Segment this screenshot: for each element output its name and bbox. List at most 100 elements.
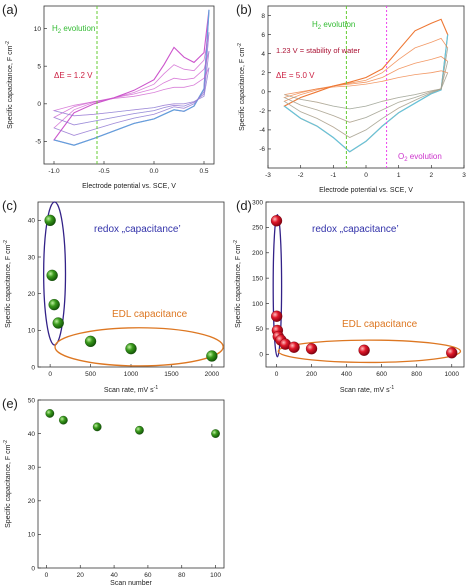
panel-d-points	[270, 215, 458, 359]
panel-a-tag: (a)	[2, 2, 18, 17]
panel-a: (a) -1.0 -0.5 0.0 0.5 -5 0 5 10 H2 evolution ΔE…	[2, 2, 215, 190]
panel-c-redox-note: redox „capacitance’	[94, 224, 181, 235]
y-tick-label: 40	[28, 431, 36, 438]
x-tick-label: 2	[430, 172, 434, 179]
cv-reverse-sweep	[284, 47, 449, 138]
panel-c-points	[44, 214, 218, 362]
x-tick-label: 600	[376, 371, 387, 378]
x-tick-label: 3	[462, 172, 466, 179]
data-point	[358, 344, 370, 356]
y-tick-label: 40	[28, 218, 36, 225]
y-tick-label: 0	[31, 364, 35, 371]
y-tick-label: 0	[261, 89, 265, 96]
x-tick-label: 0	[45, 572, 49, 579]
panel-b-ticks: -3 -2 -1 0 1 2 3 -6 -4 -2 0 2 4 6 8	[259, 13, 466, 179]
panel-c-edl-note: EDL capacitance	[112, 309, 188, 320]
panel-d-ylabel: Specific capacitance, F cm-2	[233, 240, 242, 328]
panel-b-tag: (b)	[236, 2, 252, 17]
panel-c-ticks: 0 500 1000 1500 2000 0 10 20 30 40	[28, 218, 220, 378]
data-point	[84, 335, 97, 347]
x-tick-label: 800	[411, 371, 422, 378]
cv-loop	[53, 32, 210, 136]
x-tick-label: 500	[85, 371, 96, 378]
panel-a-xlabel: Electrode potential vs. SCE, V	[82, 183, 176, 190]
panel-d-redox-ellipse	[272, 214, 283, 358]
panel-a-cv-curves	[52, 9, 210, 146]
y-tick-label: 250	[252, 225, 263, 232]
y-tick-label: 10	[28, 328, 36, 335]
x-tick-label: 0	[48, 371, 52, 378]
y-tick-label: -5	[35, 139, 41, 146]
panel-d: (d) 0 200 400 600 800 1000050100150200250300 …	[233, 198, 465, 394]
y-tick-label: 30	[28, 465, 36, 472]
x-tick-label: 0.5	[199, 168, 208, 175]
cv-reverse-sweep	[283, 34, 449, 153]
panel-e-ticks: 0 20 40 60 80 100 0 10 20 30 40 50	[28, 397, 222, 579]
data-point	[52, 317, 64, 329]
data-point	[270, 215, 283, 227]
panel-b-xlabel: Electrode potential vs. SCE, V	[319, 187, 413, 194]
panel-b-o2-note: O2 evolution	[398, 152, 442, 163]
panel-e-points	[45, 409, 220, 438]
cv-reverse-sweep	[53, 67, 210, 117]
x-tick-label: 60	[144, 572, 152, 579]
y-tick-label: 150	[252, 275, 263, 282]
y-tick-label: 0	[31, 565, 35, 572]
x-tick-label: 200	[306, 371, 317, 378]
x-tick-label: 0.0	[149, 168, 158, 175]
x-tick-label: -1.0	[48, 168, 60, 175]
x-tick-label: -1	[330, 172, 336, 179]
x-tick-label: -2	[298, 172, 304, 179]
panel-d-edl-ellipse	[277, 339, 462, 364]
panel-a-ticks: -1.0 -0.5 0.0 0.5 -5 0 5 10	[34, 26, 209, 175]
data-point	[271, 310, 283, 322]
panel-c-ylabel: Specific capacitance, F cm-2	[3, 240, 12, 328]
y-tick-label: 300	[252, 199, 263, 206]
x-tick-label: 1	[397, 172, 401, 179]
panel-a-h2-note: H2 evolution	[52, 24, 95, 35]
panel-b: (b) -3 -2 -1 0 1 2 3 -6 -4 -2 0 2 4 6 8 H2 evolution 1…	[236, 2, 466, 194]
data-point	[46, 269, 58, 281]
x-tick-label: 2000	[205, 371, 220, 378]
panel-e-tag: (e)	[2, 396, 18, 411]
data-point	[135, 425, 144, 435]
panel-b-h2-note: H2 evolution	[312, 20, 355, 31]
panel-a-frame	[43, 5, 215, 165]
panel-b-ylabel: Specific capacitance, F cm-2	[237, 43, 246, 131]
data-point	[211, 429, 220, 438]
panel-c-redox-ellipse	[43, 201, 67, 346]
cv-loop	[283, 56, 449, 123]
data-point	[92, 422, 102, 432]
x-tick-label: 80	[178, 572, 186, 579]
y-tick-label: -6	[259, 146, 265, 153]
panel-d-edl-note: EDL capacitance	[342, 319, 418, 330]
panel-b-cv-curves	[283, 18, 449, 153]
y-tick-label: 20	[28, 498, 36, 505]
cv-reverse-sweep	[53, 9, 210, 146]
x-tick-label: -3	[265, 172, 271, 179]
data-point	[48, 299, 60, 311]
y-tick-label: -2	[259, 108, 265, 115]
data-point	[45, 409, 55, 418]
x-tick-label: 0	[364, 172, 368, 179]
y-tick-label: 30	[28, 254, 36, 261]
panel-e-ylabel: Specific capacitance, F cm-2	[3, 440, 12, 528]
y-tick-label: 2	[261, 70, 265, 77]
data-point	[446, 347, 458, 359]
y-tick-label: 10	[28, 532, 36, 539]
panel-d-redox-note: redox „capacitance’	[312, 224, 399, 235]
y-tick-label: 50	[256, 326, 264, 333]
y-tick-label: -4	[259, 127, 265, 134]
panel-d-ticks: 0 200 400 600 800 1000 0 50 100 150 200 250 300	[252, 199, 459, 378]
x-tick-label: 20	[77, 572, 85, 579]
panel-c-tag: (c)	[2, 198, 17, 213]
x-tick-label: 1000	[445, 371, 460, 378]
data-point	[206, 350, 218, 362]
data-point	[125, 343, 137, 355]
data-point	[288, 341, 300, 353]
x-tick-label: -0.5	[98, 168, 110, 175]
panel-e: (e) 0 20 40 60 80 100 0 10 20 30 40 50 Specific cap…	[2, 396, 225, 587]
x-tick-label: 0	[275, 371, 279, 378]
y-tick-label: 10	[34, 26, 42, 33]
